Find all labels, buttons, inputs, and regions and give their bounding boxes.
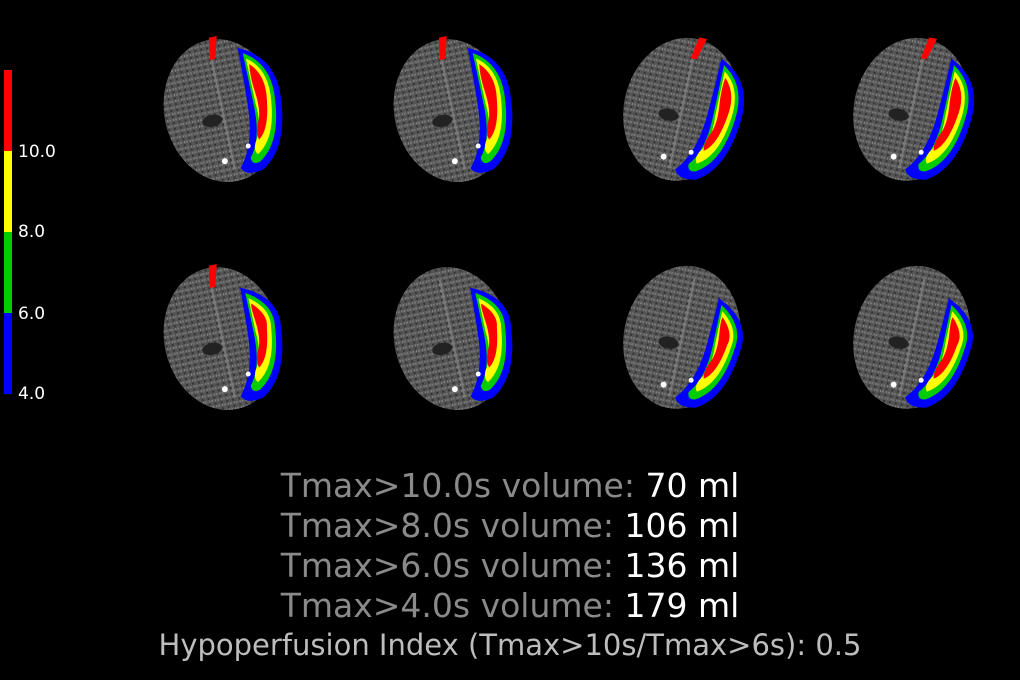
colorbar-segment-blue xyxy=(4,313,12,394)
colorbar-segment-green xyxy=(4,232,12,313)
perfusion-slice-grid xyxy=(140,30,1000,420)
colorbar-tick-4: 4.0 xyxy=(18,384,46,404)
colorbar-segment-yellow xyxy=(4,151,12,232)
volume-row-tmax-6: Tmax>6.0s volume: 136 ml xyxy=(0,546,1020,586)
tmax-color-scale xyxy=(4,70,12,394)
brain-slice-2 xyxy=(380,30,530,188)
volume-value: 70 ml xyxy=(645,466,740,505)
hypoperfusion-index: Hypoperfusion Index (Tmax>10s/Tmax>6s): … xyxy=(158,628,862,662)
volume-label: Tmax>10.0s volume: xyxy=(280,466,635,505)
brain-slice-3 xyxy=(610,30,760,188)
colorbar-tick-10: 10.0 xyxy=(18,142,56,162)
volume-label: Tmax>6.0s volume: xyxy=(280,546,614,585)
volume-row-tmax-4: Tmax>4.0s volume: 179 ml xyxy=(0,586,1020,626)
brain-slice-7 xyxy=(610,258,760,416)
volume-results: Tmax>10.0s volume: 70 ml Tmax>8.0s volum… xyxy=(0,466,1020,664)
colorbar-tick-6: 6.0 xyxy=(18,304,46,324)
volume-value: 106 ml xyxy=(624,506,740,545)
volume-label: Tmax>8.0s volume: xyxy=(280,506,614,545)
brain-slice-5 xyxy=(150,258,300,416)
brain-slice-1 xyxy=(150,30,300,188)
volume-row-tmax-10: Tmax>10.0s volume: 70 ml xyxy=(0,466,1020,506)
volume-value: 136 ml xyxy=(624,546,740,585)
colorbar-tick-8: 8.0 xyxy=(18,222,46,242)
brain-slice-6 xyxy=(380,258,530,416)
brain-slice-4 xyxy=(840,30,990,188)
volume-value: 179 ml xyxy=(624,586,740,625)
volume-label: Tmax>4.0s volume: xyxy=(280,586,614,625)
colorbar-segment-red xyxy=(4,70,12,151)
volume-row-tmax-8: Tmax>8.0s volume: 106 ml xyxy=(0,506,1020,546)
brain-slice-8 xyxy=(840,258,990,416)
